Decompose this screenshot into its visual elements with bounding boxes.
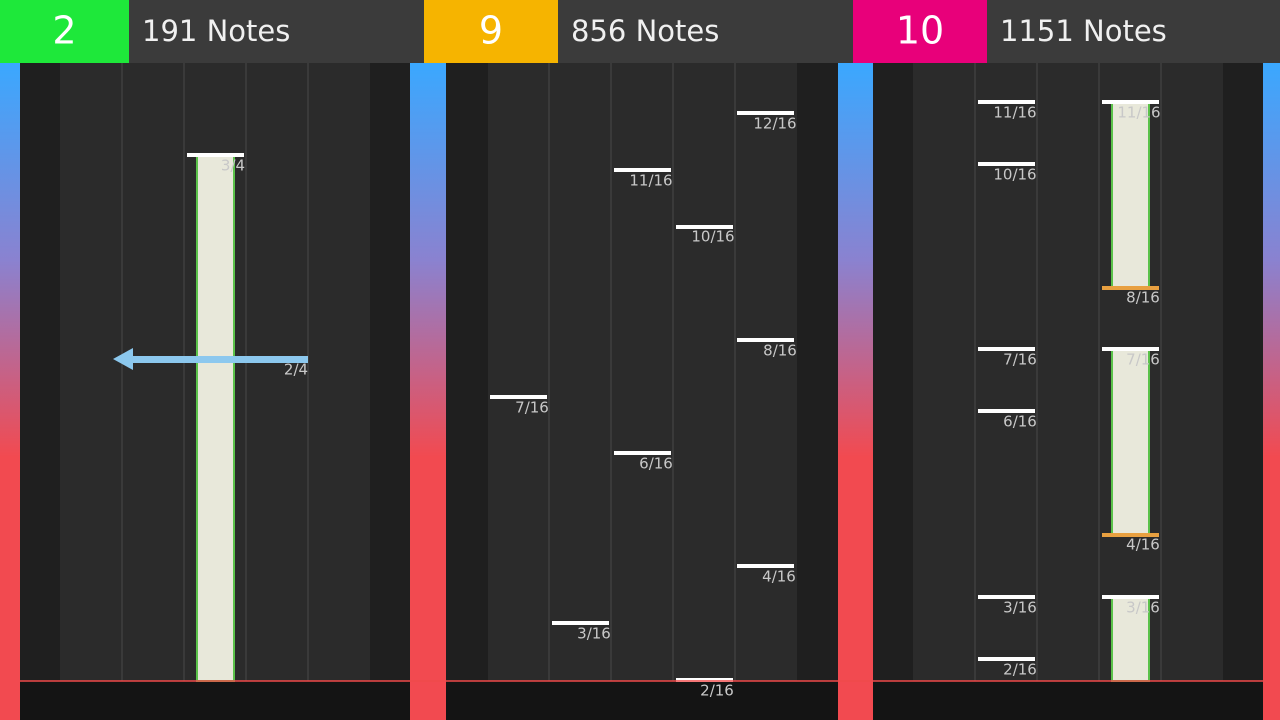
beat-label: 8/16: [763, 342, 797, 360]
tap-note: [614, 451, 671, 455]
lanes: [488, 63, 797, 681]
side-bar: [838, 63, 873, 720]
hold-head: [1102, 100, 1159, 104]
beat-label: 10/16: [993, 166, 1036, 184]
beat-label: 11/16: [1117, 104, 1160, 122]
beat-label: 3/16: [1126, 599, 1160, 617]
level: 10: [896, 9, 944, 53]
beat-label: 6/16: [1003, 413, 1037, 431]
level: 2: [52, 9, 76, 53]
header-bar: [0, 0, 1280, 63]
level: 9: [479, 9, 503, 53]
side-bar: [410, 63, 446, 720]
beat-label: 4/16: [1126, 536, 1160, 554]
tap-note: [978, 409, 1035, 413]
beat-label: 8/16: [1126, 289, 1160, 307]
side-bar: [1263, 63, 1280, 720]
hold-note: [1111, 596, 1150, 682]
tap-note: [614, 168, 671, 172]
beat-label: 2/16: [700, 682, 734, 700]
level-box: [853, 0, 987, 63]
tap-note: [737, 564, 794, 568]
beat-label: 3/4: [221, 157, 245, 175]
tap-note: [978, 595, 1035, 599]
beat-label: 3/16: [1003, 599, 1037, 617]
hold-note: [196, 154, 235, 682]
beat-label: 7/16: [515, 399, 549, 417]
note-count: 191 Notes: [142, 14, 290, 48]
tap-note: [737, 338, 794, 342]
hold-note: [1111, 101, 1150, 289]
hold-tail: [1102, 533, 1159, 537]
below-line: [873, 681, 1263, 720]
hold-head: [187, 153, 244, 157]
tap-note: [676, 225, 733, 229]
beat-label: 11/16: [993, 104, 1036, 122]
beat-label: 12/16: [753, 115, 796, 133]
beat-label: 3/16: [577, 625, 611, 643]
beat-label: 7/16: [1126, 351, 1160, 369]
tap-note: [978, 347, 1035, 351]
beat-label: 4/16: [762, 568, 796, 586]
beat-label: 7/16: [1003, 351, 1037, 369]
tap-note: [978, 657, 1035, 661]
tap-note: [552, 621, 609, 625]
hold-note: [1111, 348, 1150, 536]
tap-note: [978, 100, 1035, 104]
beat-label: 2/16: [1003, 661, 1037, 679]
tap-note: [490, 395, 547, 399]
side-bar: [0, 63, 20, 720]
hold-tail: [1102, 286, 1159, 290]
below-line: [446, 681, 838, 720]
note-count: 856 Notes: [571, 14, 719, 48]
arrow-head: [113, 348, 133, 370]
beat-label: 11/16: [629, 172, 672, 190]
arrow-body: [128, 356, 308, 363]
beat-label: 6/16: [639, 455, 673, 473]
beat-label: 10/16: [691, 228, 734, 246]
note-count: 1151 Notes: [1000, 14, 1167, 48]
hold-head: [1102, 347, 1159, 351]
level-box: [424, 0, 558, 63]
lanes: [913, 63, 1223, 681]
below-line: [20, 681, 410, 720]
beat-label: 2/4: [284, 361, 308, 379]
tap-note: [978, 162, 1035, 166]
tap-note: [737, 111, 794, 115]
hold-head: [1102, 595, 1159, 599]
tap-note: [676, 678, 733, 682]
level-box: [0, 0, 129, 63]
